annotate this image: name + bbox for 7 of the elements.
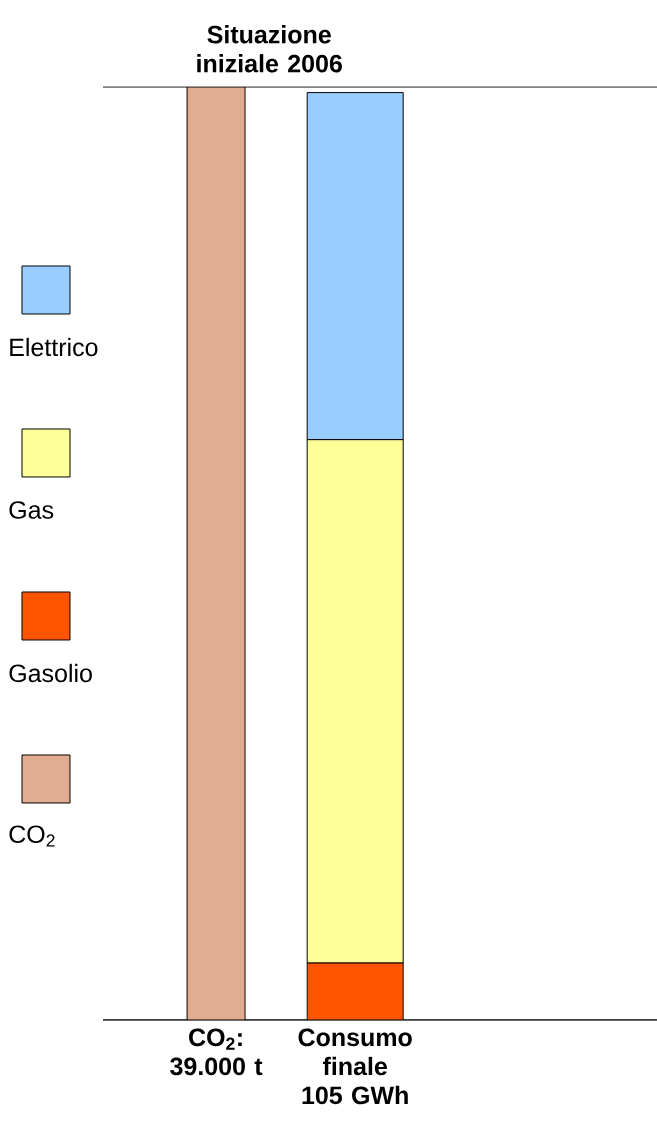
chart-title: Situazione iniziale 2006	[197, 25, 342, 73]
legend-label: Elettrico	[10, 337, 98, 357]
legend-label: Gasolio	[9, 663, 92, 683]
legend-label: Gas	[9, 501, 53, 519]
x-tick-label: Consumo finale 105 GWh	[298, 1028, 412, 1105]
legend-label: CO$_{2}$	[9, 825, 55, 847]
x-tick-label: CO$_{2}$: 39.000 t	[169, 1028, 263, 1076]
